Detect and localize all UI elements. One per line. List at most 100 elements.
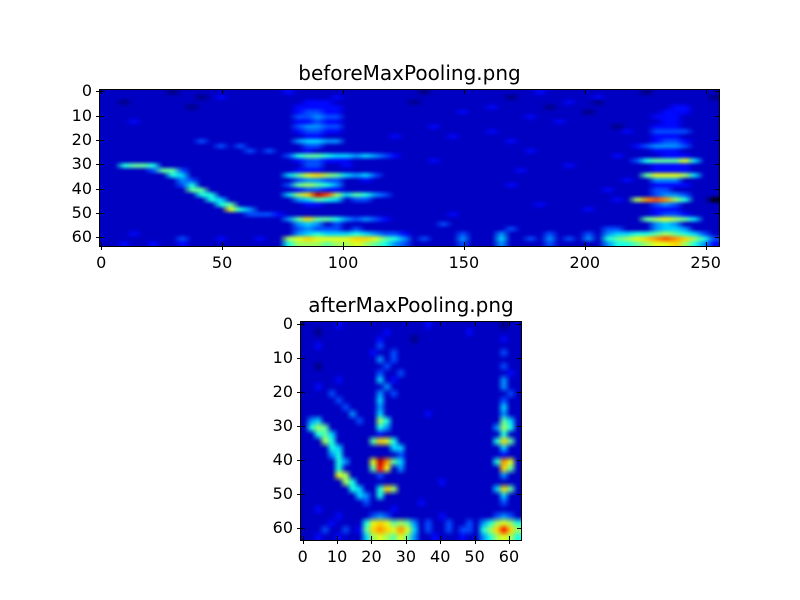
x-tick-label: 20	[361, 547, 382, 566]
tick-mark	[100, 164, 104, 166]
tick-mark	[297, 459, 301, 461]
tick-mark	[100, 139, 104, 141]
y-tick-label: 0	[282, 313, 293, 333]
tick-mark	[302, 540, 304, 544]
tick-mark	[508, 536, 510, 540]
tick-mark	[440, 540, 442, 544]
tick-mark	[405, 540, 407, 544]
x-tick-label: 100	[327, 253, 359, 272]
tick-mark	[584, 246, 586, 250]
tick-mark	[715, 237, 719, 239]
tick-mark	[463, 246, 465, 250]
tick-mark	[301, 357, 305, 359]
tick-mark	[474, 322, 476, 326]
tick-mark	[100, 237, 104, 239]
tick-mark	[371, 540, 373, 544]
tick-mark	[301, 459, 305, 461]
y-tick-label: 30	[71, 154, 92, 174]
tick-mark	[96, 139, 100, 141]
tick-mark	[101, 246, 103, 250]
tick-mark	[405, 322, 407, 326]
tick-mark	[96, 213, 100, 215]
tick-mark	[474, 536, 476, 540]
tick-mark	[297, 391, 301, 393]
tick-mark	[405, 536, 407, 540]
tick-mark	[517, 528, 521, 530]
tick-mark	[96, 188, 100, 190]
tick-mark	[297, 494, 301, 496]
tick-mark	[301, 323, 305, 325]
tick-mark	[715, 139, 719, 141]
tick-mark	[584, 90, 586, 94]
y-tick-label: 30	[272, 415, 293, 435]
tick-mark	[715, 115, 719, 117]
tick-mark	[343, 90, 344, 94]
x-tick-label: 30	[395, 547, 417, 566]
y-tick-label: 0	[81, 81, 92, 101]
tick-mark	[440, 536, 442, 540]
x-tick-label: 150	[448, 253, 480, 272]
y-tick-label: 60	[71, 227, 92, 247]
y-tick-label: 20	[272, 381, 293, 401]
x-tick-label: 10	[326, 547, 348, 566]
tick-mark	[705, 242, 707, 246]
tick-mark	[343, 242, 344, 246]
tick-mark	[301, 391, 305, 393]
tick-mark	[517, 459, 521, 461]
tick-mark	[222, 246, 224, 250]
tick-mark	[96, 91, 100, 93]
tick-mark	[371, 536, 373, 540]
before-maxpooling-title: beforeMaxPooling.png	[298, 61, 521, 85]
before-maxpooling-plot: beforeMaxPooling.png 0 50 100 150 200 250 0 10 2…	[72, 61, 721, 272]
tick-mark	[297, 528, 301, 530]
tick-mark	[474, 540, 476, 544]
tick-mark	[440, 322, 442, 326]
tick-mark	[343, 246, 344, 250]
tick-mark	[517, 391, 521, 393]
tick-mark	[463, 242, 465, 246]
tick-mark	[100, 91, 104, 93]
tick-mark	[301, 494, 305, 496]
x-tick-label: 0	[297, 547, 308, 566]
tick-mark	[517, 357, 521, 359]
tick-mark	[508, 540, 510, 544]
y-tick-label: 40	[272, 449, 293, 469]
x-tick-label: 0	[96, 253, 107, 272]
x-tick-label: 50	[464, 547, 485, 566]
y-tick-label: 10	[71, 105, 92, 125]
tick-mark	[715, 213, 719, 215]
tick-mark	[100, 115, 104, 117]
tick-mark	[297, 357, 301, 359]
tick-mark	[705, 90, 707, 94]
tick-mark	[337, 322, 339, 326]
y-tick-label: 20	[71, 129, 92, 149]
tick-mark	[463, 90, 465, 94]
tick-mark	[297, 425, 301, 427]
tick-mark	[584, 242, 586, 246]
tick-mark	[96, 237, 100, 239]
y-tick-label: 10	[272, 347, 293, 367]
tick-mark	[297, 323, 301, 325]
tick-mark	[301, 528, 305, 530]
tick-mark	[100, 213, 104, 215]
tick-mark	[222, 242, 224, 246]
x-tick-label: 60	[498, 547, 520, 566]
x-tick-label: 40	[430, 547, 451, 566]
x-tick-label: 50	[211, 253, 233, 272]
tick-mark	[337, 540, 339, 544]
after-maxpooling-title: afterMaxPooling.png	[308, 293, 514, 317]
y-tick-label: 50	[71, 203, 92, 223]
tick-mark	[100, 188, 104, 190]
tick-mark	[705, 246, 707, 250]
tick-mark	[715, 164, 719, 166]
after-maxpooling-plot: afterMaxPooling.png 0 10 20 30 40 50 60 0 10 20 30…	[273, 293, 522, 566]
x-tick-label: 200	[569, 253, 601, 272]
tick-mark	[96, 115, 100, 117]
x-tick-label: 250	[690, 253, 721, 272]
tick-mark	[302, 536, 304, 540]
tick-mark	[101, 242, 103, 246]
tick-mark	[96, 164, 100, 166]
tick-mark	[222, 90, 224, 94]
tick-mark	[715, 91, 719, 93]
tick-mark	[371, 322, 373, 326]
